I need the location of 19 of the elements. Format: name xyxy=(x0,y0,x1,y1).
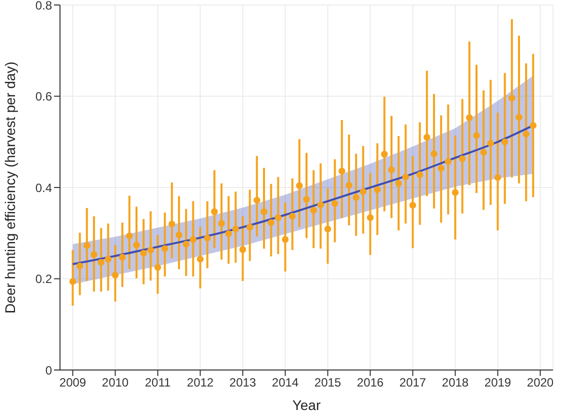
x-tick-label: 2014 xyxy=(272,376,299,390)
y-tick-label: 0 xyxy=(45,363,52,378)
y-tick-label: 0.6 xyxy=(35,90,52,104)
x-tick-label: 2012 xyxy=(186,376,214,390)
x-tick-label: 2020 xyxy=(526,376,554,390)
y-tick-label: 0.8 xyxy=(35,0,52,12)
x-tick-label: 2019 xyxy=(484,376,512,390)
x-tick-label: 2010 xyxy=(102,376,129,390)
y-axis-title: Deer hunting efficiency (harvest per day) xyxy=(2,62,18,314)
x-tick-label: 2018 xyxy=(442,376,469,390)
x-tick-label: 2015 xyxy=(314,376,342,390)
y-tick-label: 0.2 xyxy=(35,272,52,286)
x-tick-label: 2017 xyxy=(399,376,426,390)
x-tick-label: 2016 xyxy=(356,376,384,390)
x-axis-title: Year xyxy=(292,397,321,413)
x-tick-label: 2009 xyxy=(59,376,86,390)
x-tick-label: 2011 xyxy=(144,376,171,390)
x-tick-label: 2013 xyxy=(229,376,256,390)
y-tick-label: 0.4 xyxy=(35,180,52,195)
